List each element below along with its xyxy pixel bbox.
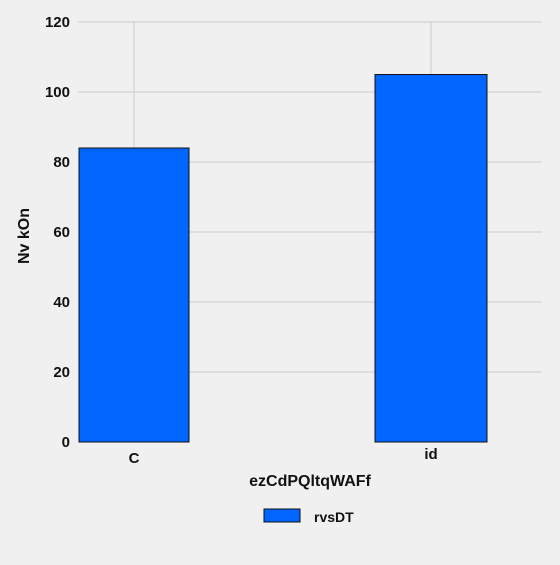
y-tick-label: 120	[45, 14, 70, 31]
x-axis-title: ezCdPQltqWAFf	[249, 473, 371, 490]
x-tick-label: id	[424, 446, 437, 463]
y-tick-label: 40	[53, 294, 70, 311]
x-tick-label: C	[129, 450, 140, 467]
legend-swatch	[263, 508, 301, 523]
bar	[374, 74, 488, 443]
y-tick-label: 80	[53, 154, 70, 171]
legend: rvsDT	[263, 508, 354, 525]
legend-label: rvsDT	[314, 509, 354, 525]
y-tick-label: 20	[53, 364, 70, 381]
y-tick-label: 0	[62, 434, 70, 451]
bar	[78, 147, 190, 443]
bar-layer	[78, 74, 488, 443]
tick-label-layer: 0 20 40 60 80 100 120 C id	[45, 14, 438, 467]
y-axis-title: Nv kOn	[16, 208, 33, 264]
y-tick-label: 60	[53, 224, 70, 241]
y-tick-label: 100	[45, 84, 70, 101]
